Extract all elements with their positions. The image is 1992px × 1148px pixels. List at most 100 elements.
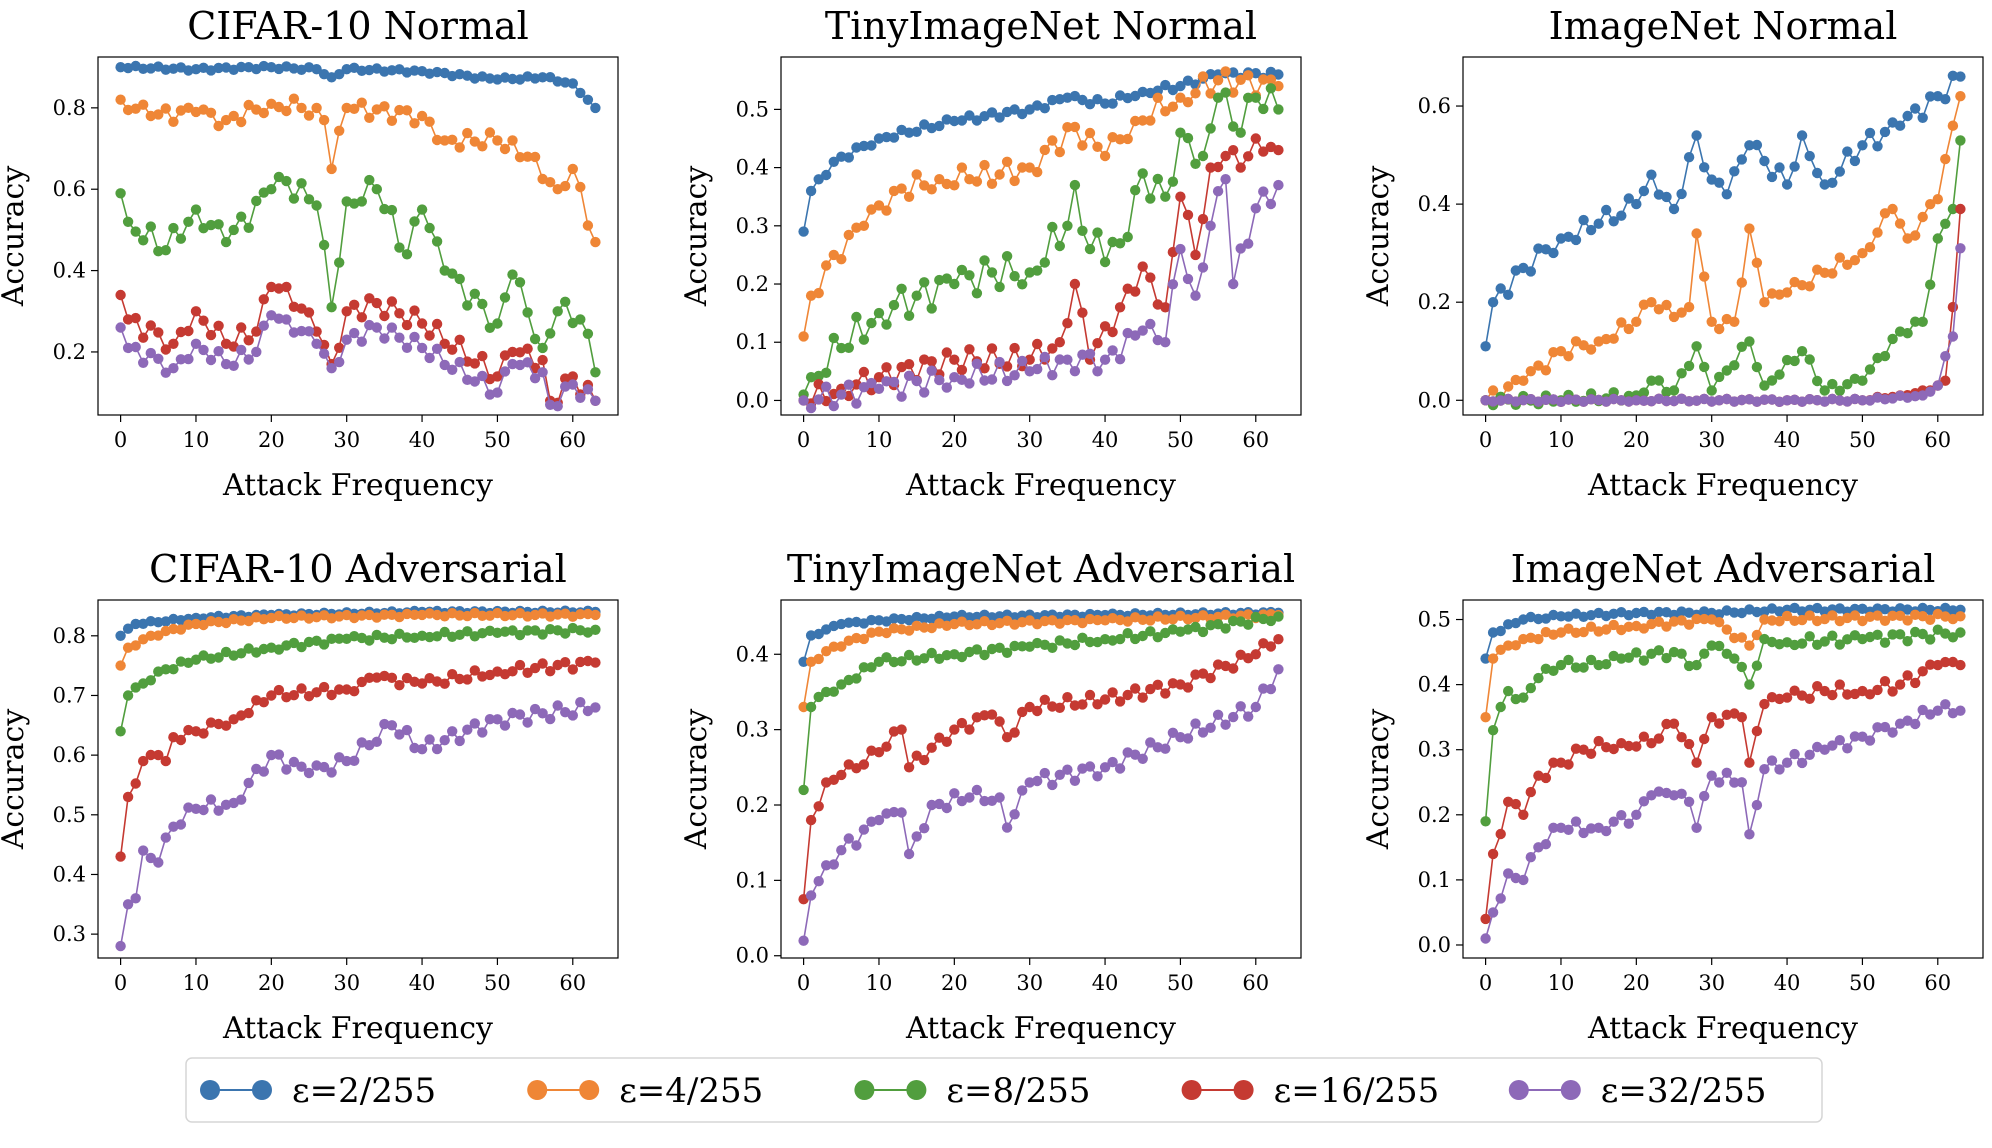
data-point xyxy=(813,394,824,405)
data-point xyxy=(567,664,578,675)
data-point xyxy=(1638,395,1650,406)
data-point xyxy=(1842,146,1853,157)
data-point xyxy=(1864,364,1876,375)
data-point xyxy=(1273,179,1284,191)
plot-frame xyxy=(97,56,619,416)
data-point xyxy=(1849,155,1861,167)
data-point xyxy=(1190,249,1201,261)
data-point xyxy=(956,264,968,276)
data-point xyxy=(1540,772,1552,784)
data-point xyxy=(1175,127,1186,138)
data-point xyxy=(1623,193,1635,204)
data-point xyxy=(281,613,292,624)
data-point xyxy=(499,610,511,622)
data-point xyxy=(1721,767,1733,778)
data-point xyxy=(1668,718,1680,729)
chart-title: CIFAR-10 Normal xyxy=(187,4,529,48)
data-point xyxy=(1258,683,1269,694)
data-point xyxy=(447,268,458,279)
data-point xyxy=(1947,203,1959,215)
data-point xyxy=(364,293,375,304)
data-point xyxy=(1570,816,1582,827)
data-point xyxy=(356,610,367,621)
data-point xyxy=(1661,621,1672,632)
data-point xyxy=(1510,798,1522,810)
data-point xyxy=(1781,692,1793,703)
x-tick-label: 60 xyxy=(1924,971,1951,995)
data-point xyxy=(1525,682,1537,694)
data-point xyxy=(1608,816,1619,827)
data-point xyxy=(836,845,847,856)
data-point xyxy=(1480,933,1491,944)
data-point xyxy=(1220,623,1231,634)
data-point xyxy=(1099,354,1111,365)
data-point xyxy=(828,388,839,400)
data-point xyxy=(1047,370,1058,381)
data-point xyxy=(1864,127,1876,139)
data-point xyxy=(198,344,209,356)
data-point xyxy=(798,226,809,237)
data-point xyxy=(1258,74,1269,85)
data-point xyxy=(220,236,232,248)
data-point xyxy=(522,717,533,728)
data-point xyxy=(447,364,458,375)
data-point xyxy=(522,357,533,368)
data-point xyxy=(1646,169,1657,180)
data-point xyxy=(1017,355,1028,367)
data-point xyxy=(926,647,937,659)
data-point xyxy=(956,115,968,126)
data-point xyxy=(836,151,847,162)
data-point xyxy=(1925,91,1936,102)
data-point xyxy=(1495,893,1506,904)
x-tick-label: 40 xyxy=(1092,428,1119,452)
x-tick-label: 20 xyxy=(941,428,968,452)
data-point xyxy=(1623,652,1635,663)
data-point xyxy=(1955,91,1966,102)
data-point xyxy=(1887,686,1898,697)
data-point xyxy=(851,840,862,851)
x-tick-label: 40 xyxy=(1774,428,1801,452)
data-point xyxy=(1084,99,1096,110)
data-point xyxy=(394,729,405,740)
series-4 xyxy=(798,634,1284,905)
data-point xyxy=(130,226,141,237)
data-point xyxy=(1054,240,1066,252)
data-point xyxy=(1804,749,1815,760)
data-point xyxy=(1563,351,1574,362)
x-axis-label: Attack Frequency xyxy=(222,1011,493,1046)
data-point xyxy=(1910,103,1921,114)
data-point xyxy=(1114,354,1126,365)
data-point xyxy=(926,303,937,314)
data-point xyxy=(243,707,254,719)
data-point xyxy=(318,681,330,693)
data-point xyxy=(979,255,990,266)
data-point xyxy=(1548,347,1559,358)
data-point xyxy=(1894,679,1906,690)
data-point xyxy=(1265,683,1277,695)
data-point xyxy=(1054,354,1066,365)
y-tick-label: 0.8 xyxy=(53,624,86,648)
data-point xyxy=(1054,146,1066,158)
data-point xyxy=(1107,98,1118,109)
data-point xyxy=(1563,394,1574,405)
data-point xyxy=(949,354,960,365)
data-point xyxy=(318,639,330,650)
plot-frame xyxy=(1462,56,1984,416)
data-point xyxy=(1039,615,1051,627)
data-point xyxy=(1182,97,1194,108)
data-point xyxy=(934,120,945,132)
data-point xyxy=(507,346,518,358)
data-point xyxy=(145,320,156,331)
data-point xyxy=(1533,672,1544,684)
data-point xyxy=(1653,606,1665,618)
data-point xyxy=(1872,610,1883,621)
data-point xyxy=(1205,123,1216,134)
data-point xyxy=(1099,694,1111,705)
data-point xyxy=(1062,614,1073,626)
data-point xyxy=(552,700,563,711)
x-tick-label: 10 xyxy=(183,428,210,452)
data-point xyxy=(813,801,824,812)
data-point xyxy=(552,401,563,412)
plot-frame xyxy=(780,599,1302,959)
data-point xyxy=(160,344,171,355)
